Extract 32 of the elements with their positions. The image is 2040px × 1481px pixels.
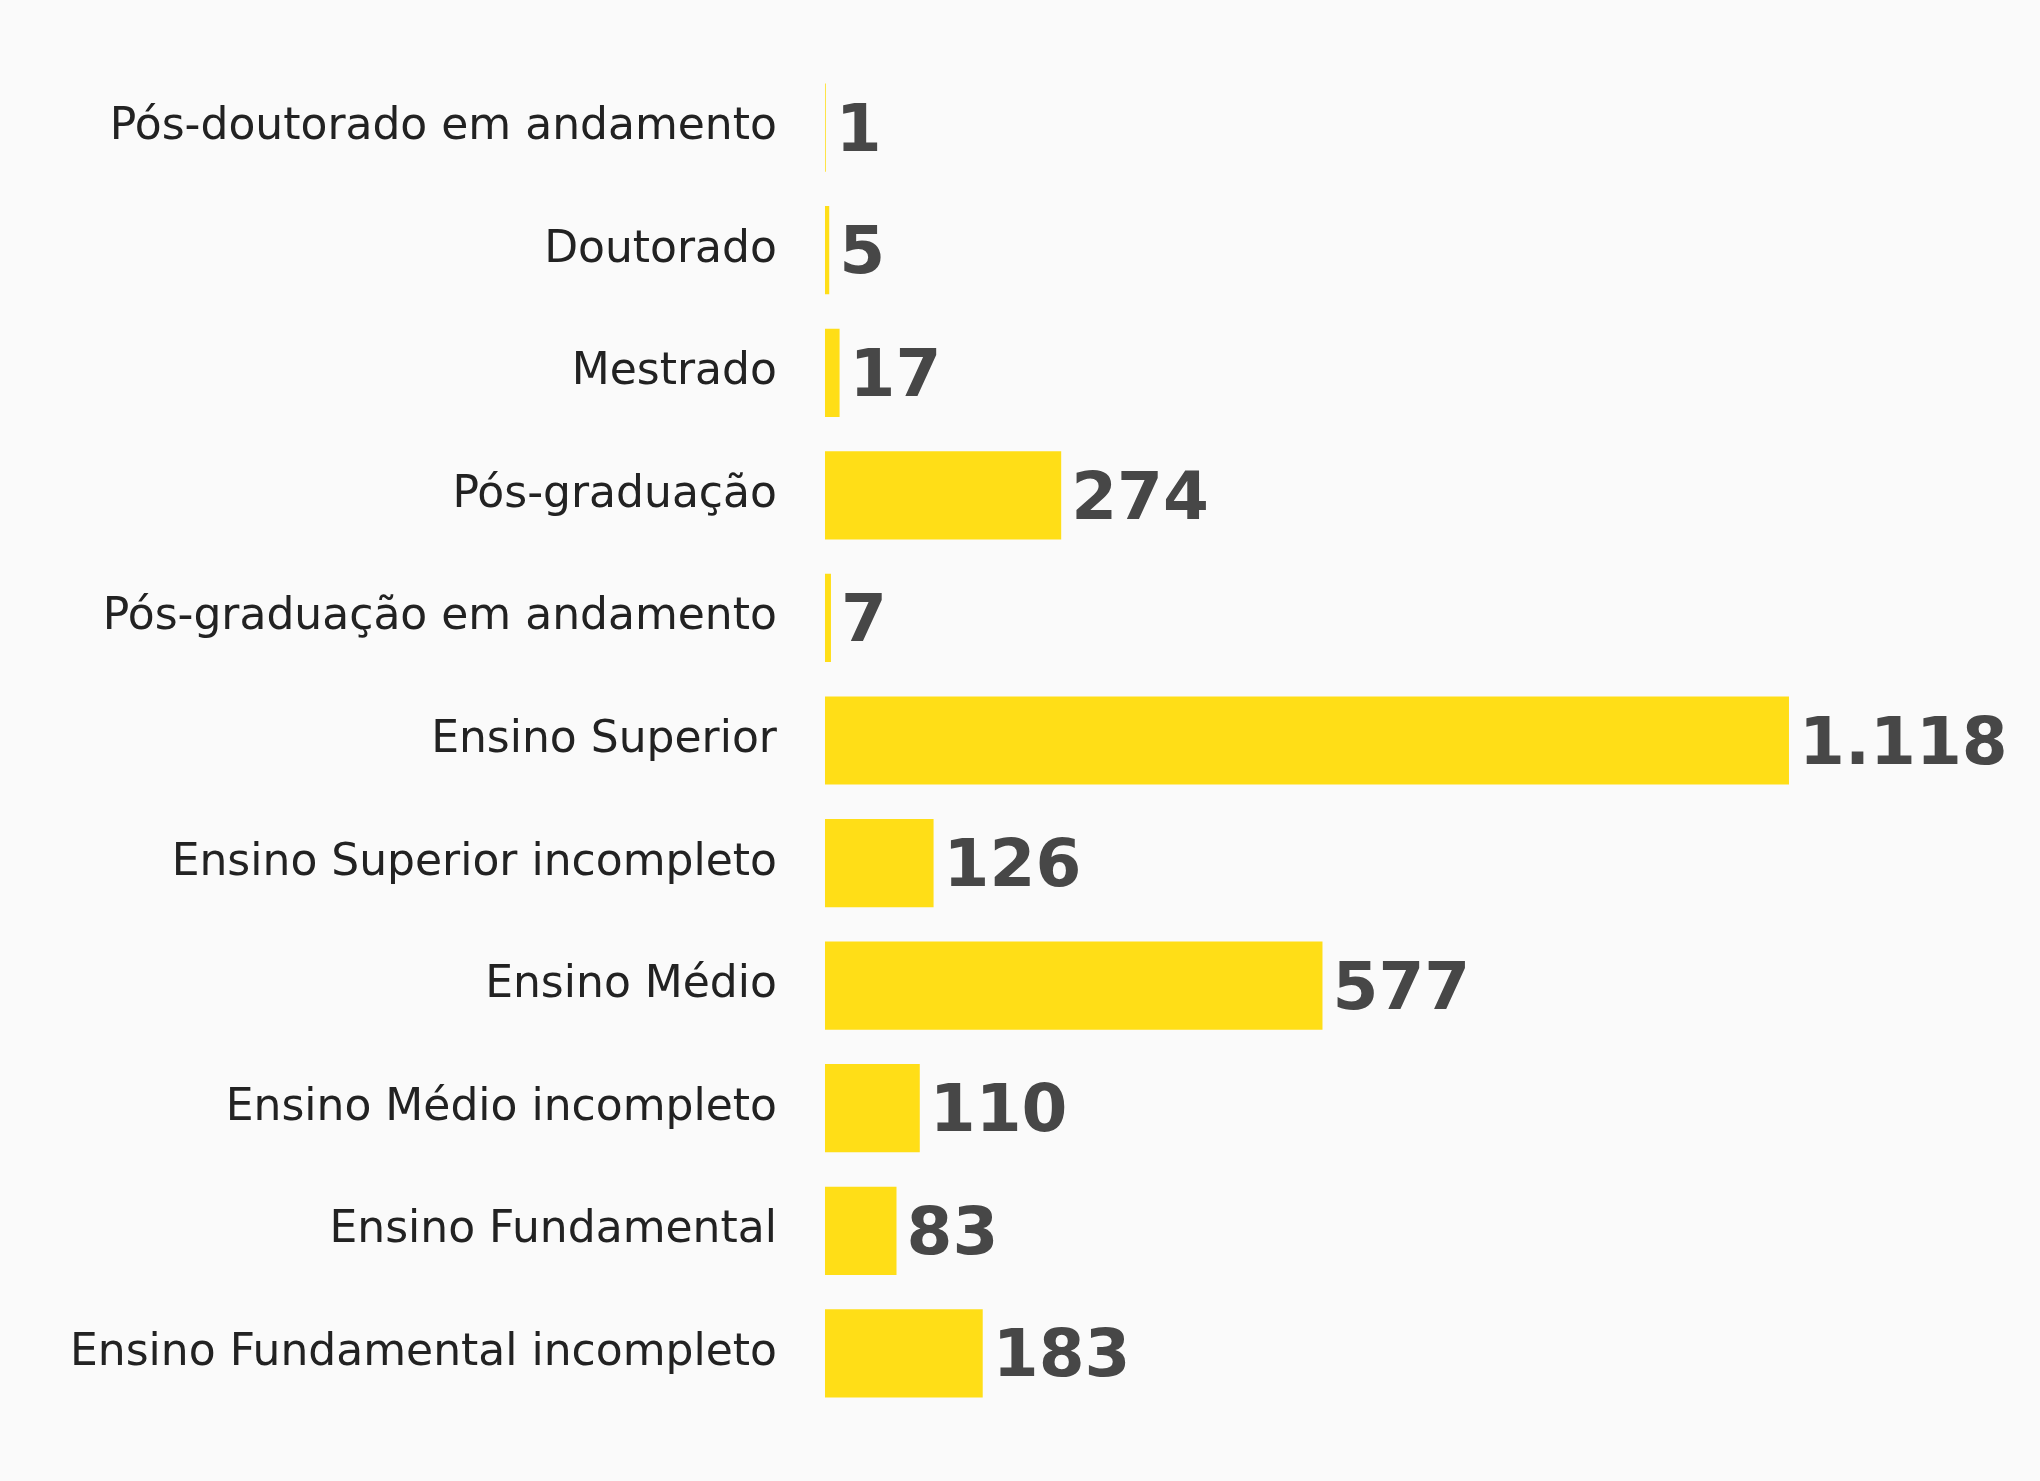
data-label: 5	[839, 212, 886, 290]
data-label: 83	[906, 1192, 999, 1270]
data-label: 110	[929, 1070, 1068, 1148]
bar	[824, 818, 934, 908]
data-label: 577	[1332, 947, 1471, 1025]
y-tick-label: Doutorado	[544, 220, 777, 272]
bar	[824, 328, 840, 417]
bar	[824, 1309, 983, 1398]
y-tick-label: Pós-graduação	[452, 465, 777, 517]
data-label: 1.118	[1798, 702, 2008, 780]
bar	[824, 206, 830, 295]
bar	[824, 696, 1789, 785]
y-tick-label: Ensino Superior	[431, 710, 778, 762]
y-tick-label: Pós-doutorado em andamento	[109, 98, 777, 150]
y-tick-label: Ensino Superior incompleto	[171, 833, 777, 885]
bar	[824, 451, 1062, 540]
y-tick-label: Pós-graduação em andamento	[102, 588, 777, 640]
data-label: 274	[1071, 457, 1209, 535]
data-label: 7	[840, 580, 887, 658]
y-tick-label: Mestrado	[571, 343, 777, 395]
data-label: 126	[943, 825, 1082, 903]
y-tick-label: Ensino Fundamental incompleto	[70, 1323, 777, 1375]
bar	[824, 1064, 920, 1153]
bar	[824, 1186, 897, 1275]
data-label: 183	[992, 1315, 1131, 1393]
y-tick-label: Ensino Médio	[485, 956, 777, 1008]
y-tick-label: Ensino Médio incompleto	[225, 1078, 777, 1130]
bar	[824, 573, 831, 663]
data-label: 1	[835, 89, 882, 167]
y-tick-label: Ensino Fundamental	[329, 1201, 777, 1253]
bar	[824, 941, 1323, 1030]
data-label: 17	[849, 334, 942, 412]
